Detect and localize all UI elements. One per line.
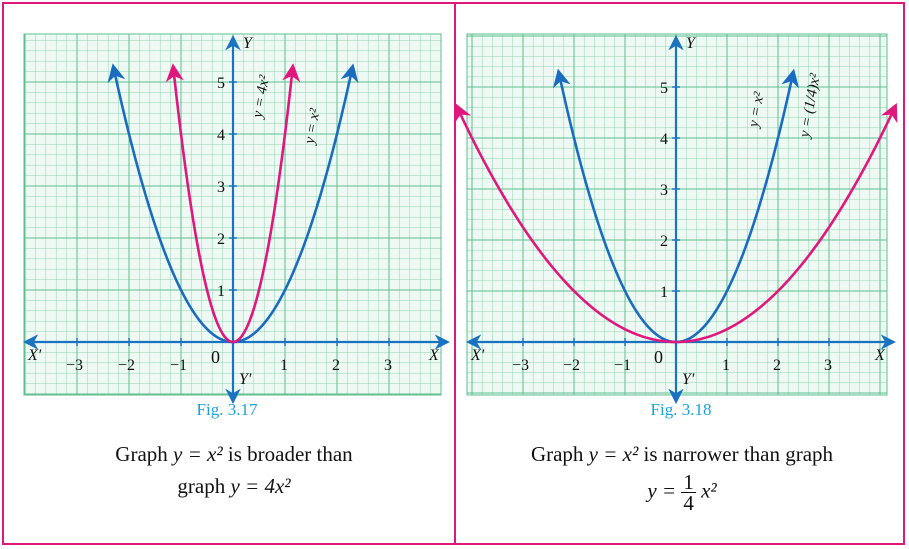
x-tick-label: 1 (722, 357, 730, 374)
x-axis-label: X (874, 347, 886, 364)
caption-line-1: Graph y = x² is broader than (14, 438, 454, 470)
caption-equation-rhs: x² (701, 478, 717, 503)
series-curve (165, 63, 301, 344)
x-tick-label: 1 (280, 357, 288, 374)
x-tick-label: −2 (563, 357, 580, 374)
caption-text: is broader than (227, 442, 353, 466)
x-tick-label: −1 (170, 357, 187, 374)
caption-equation: y = 4x² (230, 474, 291, 498)
x-tick-label: −1 (614, 357, 631, 374)
fig-label: Fig. 3.17 (196, 400, 258, 419)
caption-text: Graph (530, 442, 584, 466)
caption-line-2: graph y = 4x² (14, 470, 454, 502)
y-tick-label: 2 (660, 233, 668, 250)
x-tick-label: 0 (654, 347, 663, 367)
fraction-denominator: 4 (683, 491, 694, 515)
caption-text: graph (177, 474, 226, 498)
y-tick-label: 1 (217, 283, 225, 300)
fraction-numerator: 1 (681, 470, 696, 494)
x-tick-label: 3 (824, 357, 832, 374)
caption-line-1: Graph y = x² is narrower than graph (462, 438, 902, 470)
y-axis-label: Y (686, 35, 697, 52)
caption-equation: y = x² (173, 442, 223, 466)
y-axis-negative-label: Y′ (682, 371, 695, 388)
series-curve (454, 102, 898, 344)
x-tick-label: 2 (773, 357, 781, 374)
y-tick-label: 2 (217, 231, 225, 248)
panel-divider (454, 2, 456, 545)
chart-fig-3-17: X X′ Y Y′ −3 −2 −1 0 1 2 3 1 2 3 4 5 y = x² y = 4x² (22, 33, 451, 405)
caption-fraction: 1 4 (681, 470, 696, 515)
y-tick-label: 1 (660, 284, 668, 301)
y-tick-label: 3 (217, 179, 225, 196)
y-tick-label: 5 (660, 80, 668, 97)
caption: Graph y = x² is broader than graph y = 4… (14, 438, 454, 502)
caption-line-2: y = 1 4 x² (462, 470, 902, 515)
fig-label: Fig. 3.18 (650, 400, 712, 419)
y-axis-label: Y (243, 35, 254, 52)
x-tick-label: 3 (384, 357, 392, 374)
y-tick-label: 4 (660, 131, 668, 148)
y-axis-negative-label: Y′ (239, 371, 252, 388)
series-label: y = x² (301, 107, 323, 147)
x-tick-label: −3 (66, 357, 83, 374)
caption: Graph y = x² is narrower than graph y = … (462, 438, 902, 515)
x-axis-label: X (428, 347, 440, 364)
x-tick-label: −3 (512, 357, 529, 374)
caption-text: is narrower than graph (643, 442, 834, 466)
caption-equation-lhs: y = (647, 478, 677, 503)
caption-text: Graph (115, 442, 168, 466)
y-tick-label: 4 (217, 127, 225, 144)
x-tick-label: 0 (211, 347, 220, 367)
x-tick-label: −2 (118, 357, 135, 374)
caption-equation: y = x² (588, 442, 639, 466)
series-label: y = 4x² (249, 74, 273, 122)
x-axis-negative-label: X′ (470, 347, 485, 364)
x-axis-negative-label: X′ (27, 347, 42, 364)
y-tick-label: 3 (660, 182, 668, 199)
y-tick-label: 5 (217, 75, 225, 92)
x-tick-label: 2 (332, 357, 340, 374)
